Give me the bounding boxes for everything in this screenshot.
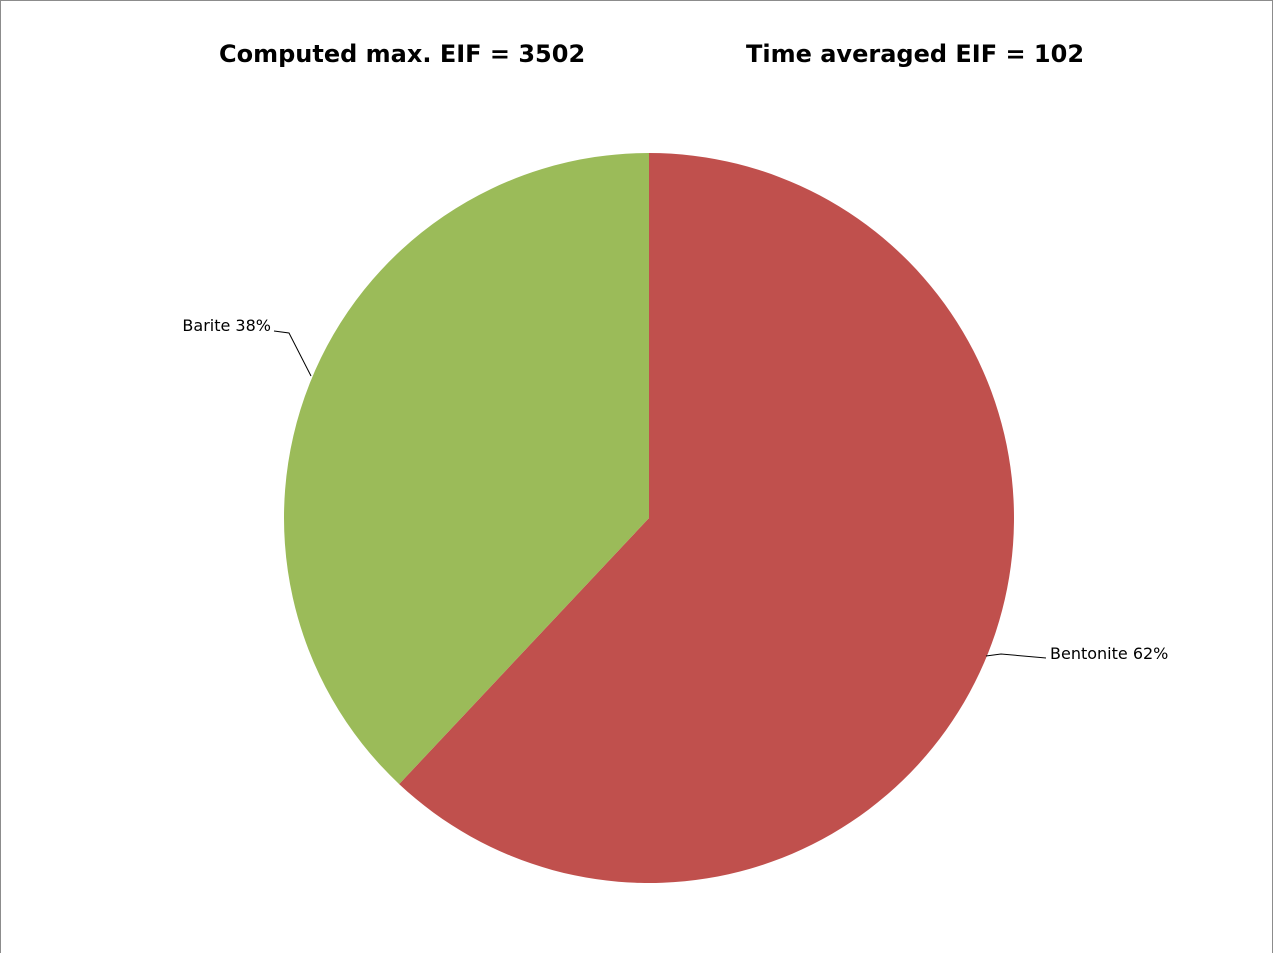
data-label-bentonite: Bentonite 62%	[1050, 644, 1168, 663]
leader-lines	[273, 330, 1047, 659]
pie-slices	[284, 153, 1015, 883]
data-labels: Bentonite 62% Barite 38%	[182, 316, 1168, 663]
leader-line-bentonite	[985, 653, 1047, 659]
chart-title-max-eif: Computed max. EIF = 3502	[219, 40, 586, 68]
leader-line-barite	[273, 330, 312, 377]
pie-slice-barite	[284, 153, 649, 785]
pie-slice-bentonite	[399, 153, 1015, 883]
data-label-barite: Barite 38%	[182, 316, 271, 335]
chart-title-time-averaged-eif: Time averaged EIF = 102	[746, 40, 1085, 68]
